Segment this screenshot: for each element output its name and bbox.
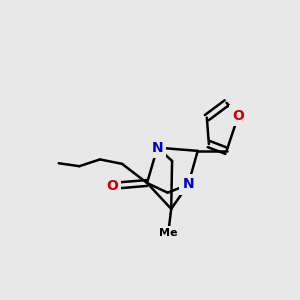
Text: N: N — [182, 177, 194, 191]
Text: N: N — [152, 141, 163, 154]
Text: O: O — [232, 109, 244, 122]
Text: Me: Me — [159, 228, 178, 238]
Text: O: O — [106, 179, 118, 193]
